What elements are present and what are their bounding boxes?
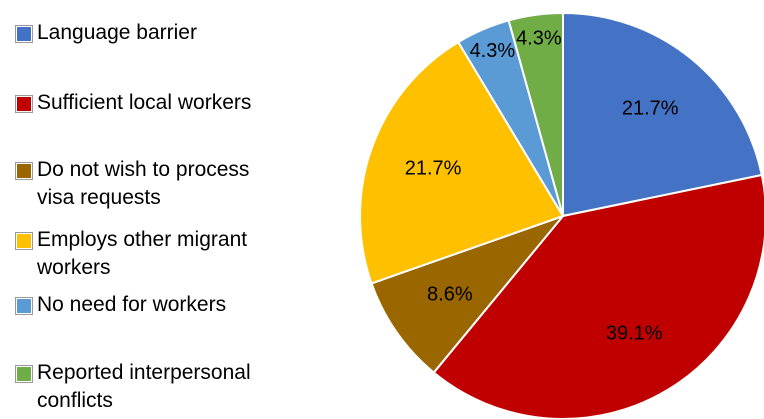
legend-label: No need for workers	[37, 293, 227, 316]
legend-entry: Language barrier	[15, 19, 278, 47]
legend-swatch	[15, 95, 33, 113]
data-label: 39.1%	[606, 323, 663, 345]
legend-swatch	[15, 162, 33, 180]
pie-slice	[562, 11, 764, 218]
legend-swatch	[15, 297, 33, 315]
data-label: 21.7%	[405, 158, 462, 180]
data-label: 8.6%	[427, 283, 473, 305]
legend-label: Language barrier	[37, 21, 197, 44]
legend-swatch	[15, 25, 33, 43]
pie-slice	[359, 40, 565, 285]
legend-swatch	[15, 365, 33, 383]
legend-entry: Do not wish to process visa requests	[15, 156, 278, 212]
legend-swatch	[15, 232, 33, 250]
legend-label: Do not wish to process visa requests	[37, 158, 250, 209]
pie-slice	[507, 11, 564, 217]
legend-label: Sufficient local workers	[37, 91, 252, 114]
legend-label: Reported interpersonal conflicts	[37, 361, 251, 412]
legend-entry: Employs other migrant workers	[15, 226, 278, 282]
data-label: 4.3%	[470, 40, 516, 62]
legend-label: Employs other migrant workers	[37, 228, 248, 279]
pie-slice	[432, 173, 764, 419]
legend-entry: Sufficient local workers	[15, 89, 278, 117]
pie-slice	[370, 213, 567, 374]
data-label: 21.7%	[622, 97, 679, 119]
data-label: 4.3%	[516, 27, 562, 49]
legend-entry: Reported interpersonal conflicts	[15, 359, 278, 415]
legend-entry: No need for workers	[15, 291, 278, 319]
